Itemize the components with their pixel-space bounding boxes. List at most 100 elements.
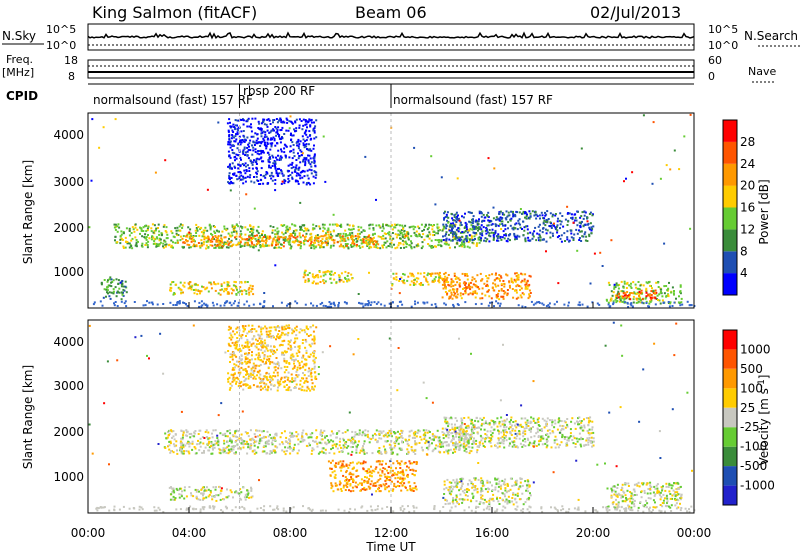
- power-cell-10-2876: [305, 123, 308, 126]
- velocity-cell-0-575: [272, 450, 275, 453]
- power-cell-10-2851: [284, 180, 287, 182]
- velocity-cell-0-544: [463, 439, 466, 442]
- power-cell-10-3108: [239, 171, 242, 174]
- power-ground-cell-82: [333, 304, 336, 307]
- power-cell-10-2822: [306, 169, 309, 172]
- power-cell-10-2692: [227, 165, 230, 168]
- power-cell-10-2849: [231, 134, 234, 136]
- power-cell-1-188: [372, 228, 375, 231]
- power-cell-6-1674: [483, 282, 486, 285]
- power-cell-4-1437: [342, 280, 345, 283]
- power-cell-0-37: [120, 285, 123, 288]
- velocity-cell-0-688: [199, 445, 202, 448]
- power-cell-7-2244: [442, 235, 444, 238]
- power-cell-2-1123: [369, 239, 372, 242]
- power-cell-6-1681: [528, 295, 531, 298]
- power-cell-8-2529: [679, 291, 682, 294]
- power-cell-1-903: [343, 246, 346, 249]
- power-cell-10-2985: [298, 155, 301, 157]
- velocity-cell-0-449: [418, 442, 421, 444]
- power-cell-1-984: [223, 227, 226, 230]
- velocity-cell-0-631: [312, 439, 314, 442]
- velocity-cell-1-983: [385, 482, 388, 485]
- velocity-cell-0-321: [172, 435, 175, 438]
- power-cell-4-1472: [344, 278, 347, 280]
- velocity-cell-0-800: [351, 440, 354, 443]
- power-cell-6-1669: [487, 289, 490, 292]
- power-cell-1-977: [241, 227, 244, 230]
- velocity-cell-0-134: [400, 434, 403, 437]
- power-cell-1-716: [429, 233, 432, 236]
- velocity-cell-0-309: [282, 442, 285, 445]
- velocity-cell-0-669: [393, 431, 395, 433]
- velocity-cell-1-1029: [380, 485, 383, 488]
- power-cell-2-1146: [203, 236, 206, 239]
- power-cell-2-1198: [226, 240, 229, 243]
- power-cell-1-265: [382, 227, 385, 230]
- velocity-cell-1-942: [384, 479, 387, 482]
- power-cell-5-1519: [414, 278, 416, 281]
- velocity-cell-2-1185: [496, 496, 499, 499]
- power-cell-6-1793: [467, 286, 470, 289]
- power-cell-2-1111: [350, 237, 353, 240]
- velocity-cell-0-693: [442, 445, 445, 448]
- power-noise-cell-7: [232, 123, 235, 126]
- power-cell-1-746: [236, 224, 238, 226]
- power-cell-1-1037: [229, 235, 232, 238]
- power-cell-4-1464: [312, 280, 315, 283]
- velocity-cell-2-1379: [503, 493, 506, 496]
- velocity-cell-0-125: [463, 449, 466, 452]
- power-cell-1-976: [170, 244, 173, 247]
- power-cell-6-1629: [521, 273, 524, 276]
- power-cell-4-1490: [324, 273, 327, 276]
- power-cell-5-1507: [423, 272, 426, 274]
- velocity-cell-0-147: [167, 445, 169, 448]
- power-cell-0-48: [103, 288, 106, 291]
- velocity-cell-0-229: [236, 438, 239, 441]
- power-cell-8-2454: [634, 283, 637, 286]
- power-cell-9-2560: [622, 292, 625, 295]
- power-cell-1-536: [357, 225, 360, 228]
- power-cell-5-1555: [436, 272, 439, 275]
- power-cell-10-2995: [307, 120, 310, 123]
- power-cell-6-1745: [444, 287, 447, 290]
- velocity-cell-1-1091: [393, 482, 396, 485]
- power-cell-3-1336: [220, 285, 223, 287]
- power-cell-1-433: [170, 246, 173, 248]
- power-cell-1-478: [410, 242, 413, 245]
- power-cell-7-2290: [544, 214, 547, 217]
- power-noise-cell-78: [689, 113, 692, 116]
- power-ground-cell-168: [536, 301, 539, 304]
- power-cell-2-1118: [198, 234, 201, 237]
- power-cell-1-388: [202, 233, 205, 236]
- velocity-cell-2-1332: [512, 492, 515, 495]
- power-cell-10-2921: [314, 176, 317, 179]
- velocity-cell-0-392: [411, 436, 414, 439]
- power-ground-cell-191: [343, 301, 346, 304]
- power-cell-1-773: [403, 229, 406, 232]
- power-cell-10-3154: [268, 161, 271, 164]
- power-cell-3-1385: [227, 281, 230, 284]
- power-cell-10-3026: [312, 129, 315, 132]
- power-ground-cell-163: [577, 303, 580, 306]
- power-ground-cell-28: [236, 304, 239, 307]
- velocity-cell-0-750: [169, 430, 171, 433]
- power-cell-8-2528: [669, 302, 672, 305]
- velocity-cell-2-1291: [497, 477, 500, 480]
- power-cell-7-2104: [566, 212, 569, 215]
- power-cell-10-2805: [271, 179, 274, 182]
- velocity-cell-0-764: [436, 435, 438, 438]
- velocity-cell-2-1317: [526, 487, 529, 490]
- power-cell-1-657: [364, 236, 367, 239]
- power-cell-7-2167: [588, 226, 591, 229]
- power-cell-1-687: [371, 233, 374, 236]
- power-cell-10-3121: [250, 130, 253, 133]
- velocity-cell-0-627: [389, 431, 392, 434]
- power-cell-1-780: [116, 241, 119, 244]
- power-cell-1-995: [390, 246, 393, 249]
- velocity-cell-1-967: [379, 490, 382, 493]
- power-cell-2-1147: [323, 234, 326, 237]
- power-cell-4-1491: [344, 270, 347, 273]
- power-cell-5-1564: [412, 284, 415, 286]
- power-cell-8-2520: [609, 299, 612, 302]
